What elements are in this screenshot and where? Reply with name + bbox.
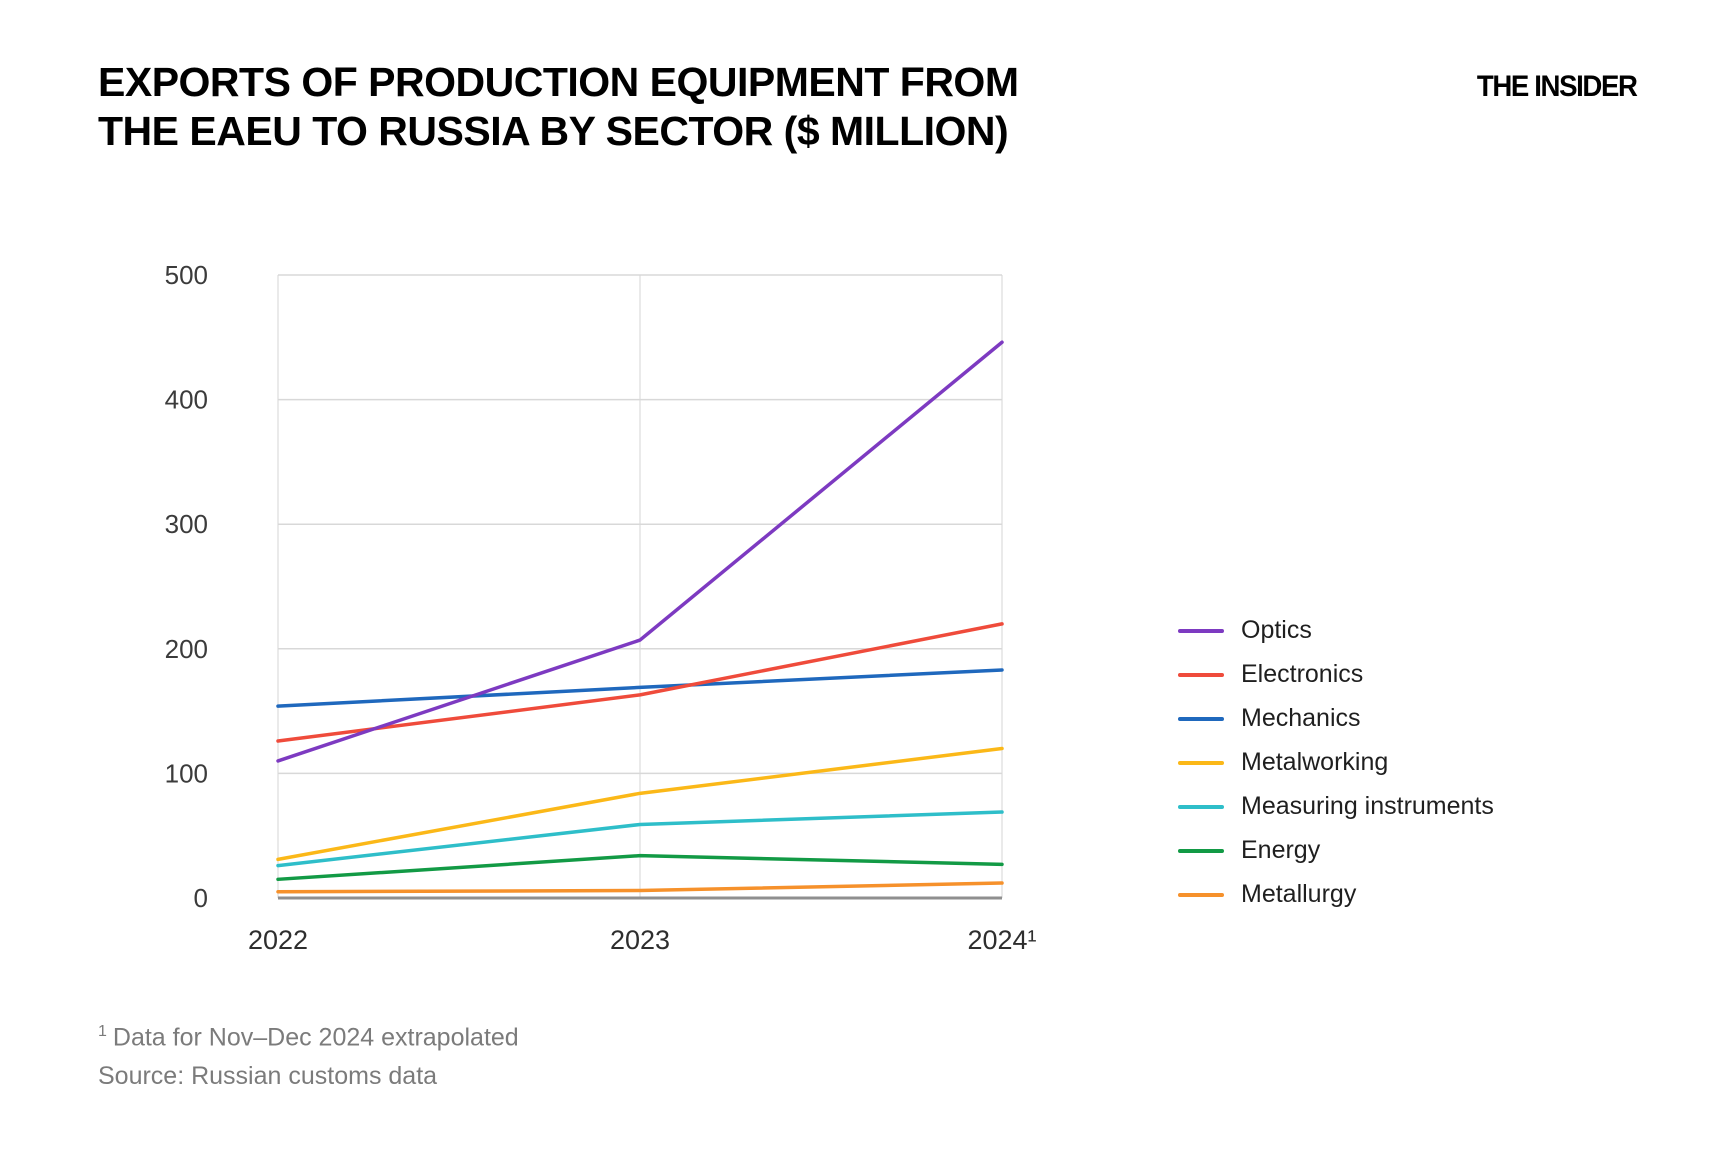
footnote-note-text: Data for Nov–Dec 2024 extrapolated — [112, 1023, 519, 1052]
legend-item-mechanics: Mechanics — [1178, 704, 1494, 732]
legend-label-energy: Energy — [1241, 836, 1321, 864]
legend-label-mechanics: Mechanics — [1241, 704, 1361, 732]
series-line-optics — [276, 340, 1004, 763]
y-tick-label: 400 — [165, 385, 208, 415]
brand-logo: THE INSIDER — [1477, 70, 1638, 103]
legend-item-electronics: Electronics — [1178, 660, 1494, 688]
chart-legend: Optics Electronics Mechanics Metalworking Me… — [1178, 616, 1494, 908]
series-line-mechanics — [276, 668, 1004, 708]
legend-swatch-metalworking — [1178, 760, 1224, 765]
series-line-electronics — [276, 622, 1004, 743]
legend-label-optics: Optics — [1241, 616, 1312, 644]
legend-label-metalworking: Metalworking — [1241, 748, 1389, 776]
legend-item-metalworking: Metalworking — [1178, 748, 1494, 776]
legend-swatch-optics — [1178, 628, 1224, 633]
y-tick-label: 500 — [165, 260, 208, 290]
legend-swatch-measuring-instruments — [1178, 804, 1224, 809]
legend-swatch-mechanics — [1178, 716, 1224, 721]
legend-swatch-electronics — [1178, 672, 1224, 677]
series-line-energy — [276, 853, 1004, 882]
footnote-note: 1 Data for Nov–Dec 2024 extrapolated — [98, 1012, 519, 1057]
legend-swatch-metallurgy — [1178, 892, 1224, 897]
footnotes: 1 Data for Nov–Dec 2024 extrapolated Sour… — [98, 1012, 519, 1096]
y-tick-label: 0 — [194, 883, 208, 913]
y-tick-label: 100 — [165, 758, 208, 788]
page-title-line1: EXPORTS OF PRODUCTION EQUIPMENT FROM — [98, 59, 1019, 105]
y-tick-label: 200 — [165, 634, 208, 664]
legend-label-electronics: Electronics — [1241, 660, 1364, 688]
page-title-line2: THE EAEU TO RUSSIA BY SECTOR ($ MILLION) — [98, 108, 1009, 154]
legend-item-energy: Energy — [1178, 836, 1494, 864]
legend-label-metallurgy: Metallurgy — [1241, 880, 1357, 908]
legend-label-measuring-instruments: Measuring instruments — [1241, 792, 1494, 820]
page-title: EXPORTS OF PRODUCTION EQUIPMENT FROM THE… — [98, 58, 1019, 156]
y-tick-label: 300 — [165, 509, 208, 539]
footnote-source: Source: Russian customs data — [98, 1062, 438, 1091]
legend-item-optics: Optics — [1178, 616, 1494, 644]
footnote-superscript: 1 — [98, 1023, 107, 1040]
legend-item-measuring-instruments: Measuring instruments — [1178, 792, 1494, 820]
series-line-metallurgy — [276, 881, 1004, 894]
x-tick-label: 2024¹ — [967, 925, 1036, 955]
series-line-metalworking — [276, 746, 1004, 862]
legend-item-metallurgy: Metallurgy — [1178, 880, 1494, 908]
legend-swatch-energy — [1178, 848, 1224, 853]
series-line-measuring-instruments — [276, 810, 1004, 868]
x-tick-label: 2023 — [610, 925, 670, 955]
x-tick-label: 2022 — [248, 925, 308, 955]
